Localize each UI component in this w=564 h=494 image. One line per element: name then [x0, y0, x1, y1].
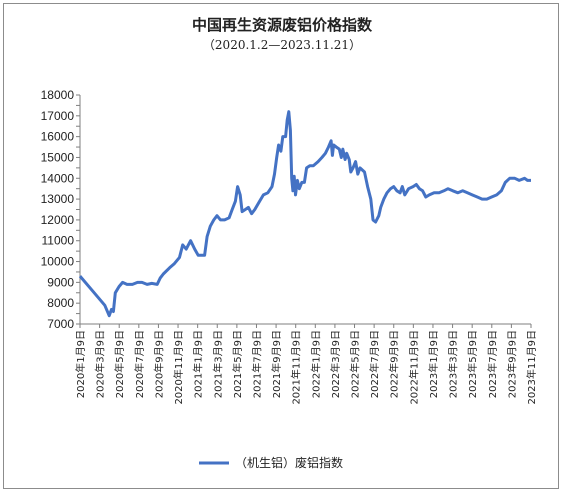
y-tick-label: 16000 [41, 130, 75, 144]
x-tick-label: 2021年1月9日 [192, 330, 205, 398]
chart-title: 中国再生资源废铝价格指数 [191, 16, 372, 34]
x-tick-label: 2022年3月9日 [329, 330, 342, 398]
x-tick-label: 2020年7月9日 [133, 330, 146, 398]
y-tick-label: 10000 [41, 255, 75, 269]
chart-frame: 中国再生资源废铝价格指数 （2020.1.2—2023.11.21） [3, 3, 559, 489]
y-tick-label: 14000 [41, 171, 75, 185]
y-tick-label: 18000 [41, 88, 75, 102]
y-tick-label: 11000 [42, 234, 75, 248]
y-tick-label: 15000 [41, 150, 75, 164]
x-axis: 2020年1月9日 2020年3月9日 2020年5月9日 2020年7月9日 2020… [74, 323, 538, 405]
x-tick-label: 2021年7月9日 [250, 330, 263, 398]
x-tick-label: 2023年7月9日 [486, 330, 499, 398]
x-tick-label: 2022年1月9日 [309, 330, 322, 398]
legend: （机生铝）废铝指数 [199, 455, 343, 470]
x-tick-label: 2023年3月9日 [447, 330, 460, 398]
x-tick-label: 2023年9月9日 [505, 330, 518, 398]
y-tick-label: 8000 [47, 296, 74, 310]
series-line [78, 110, 531, 318]
x-tick-label: 2020年5月9日 [113, 330, 126, 398]
y-axis: 7000 8000 9000 10000 11000 12000 13000 14000 150… [41, 88, 81, 331]
x-tick-label: 2020年1月9日 [74, 330, 87, 398]
x-tick-label: 2021年3月9日 [211, 330, 224, 398]
x-tick-label: 2022年11月9日 [407, 330, 420, 405]
plot-area [78, 110, 531, 318]
x-tick-label: 2021年11月9日 [290, 330, 303, 405]
y-tick-label: 12000 [41, 213, 75, 227]
y-tick-label: 9000 [47, 275, 74, 289]
x-tick-label: 2021年5月9日 [231, 330, 244, 398]
x-tick-label: 2020年9月9日 [152, 330, 165, 398]
x-tick-label: 2022年5月9日 [349, 330, 362, 398]
y-tick-label: 17000 [41, 109, 75, 123]
x-tick-label: 2023年1月9日 [427, 330, 440, 398]
x-tick-label: 2022年9月9日 [388, 330, 401, 398]
chart-subtitle: （2020.1.2—2023.11.21） [202, 38, 362, 52]
y-tick-label: 13000 [41, 192, 75, 206]
x-tick-label: 2022年7月9日 [368, 330, 381, 398]
x-tick-label: 2023年11月9日 [525, 330, 538, 405]
x-tick-label: 2021年9月9日 [270, 330, 283, 398]
y-tick-label: 7000 [47, 317, 74, 331]
x-tick-label: 2020年11月9日 [172, 330, 185, 405]
legend-label: （机生铝）废铝指数 [235, 455, 343, 470]
x-tick-label: 2020年3月9日 [94, 330, 107, 398]
x-tick-label: 2023年5月9日 [466, 330, 479, 398]
